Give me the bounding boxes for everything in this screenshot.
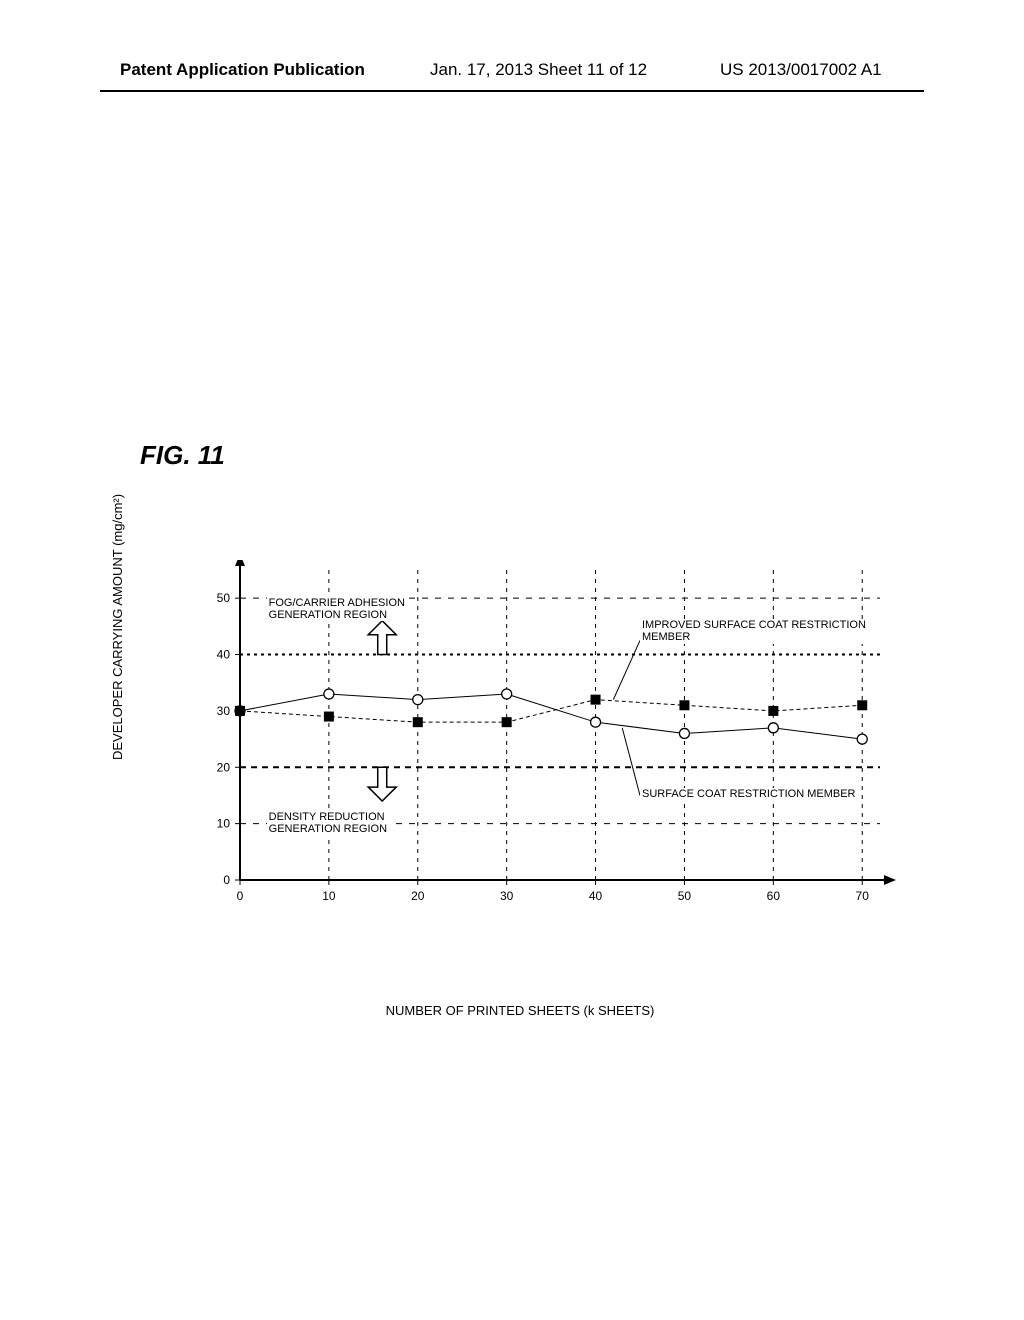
series-label-surface_coat: SURFACE COAT RESTRICTION MEMBER <box>640 788 858 800</box>
svg-text:40: 40 <box>589 889 603 903</box>
annotation-fog_region: FOG/CARRIER ADHESIONGENERATION REGION <box>267 597 407 621</box>
svg-text:10: 10 <box>217 817 231 831</box>
chart: DEVELOPER CARRYING AMOUNT (mg/cm²) 01020… <box>140 560 900 960</box>
y-axis-label: DEVELOPER CARRYING AMOUNT (mg/cm²) <box>110 494 125 760</box>
header-middle: Jan. 17, 2013 Sheet 11 of 12 <box>430 60 647 80</box>
svg-text:50: 50 <box>217 591 231 605</box>
svg-text:0: 0 <box>237 889 244 903</box>
svg-text:10: 10 <box>322 889 336 903</box>
svg-text:20: 20 <box>411 889 425 903</box>
svg-text:70: 70 <box>856 889 870 903</box>
svg-text:30: 30 <box>217 704 231 718</box>
chart-svg: 0 10 20 30 40 50 60 70 0 10 20 30 40 50 <box>140 560 900 920</box>
header-right: US 2013/0017002 A1 <box>720 60 882 80</box>
svg-text:50: 50 <box>678 889 692 903</box>
svg-text:30: 30 <box>500 889 514 903</box>
svg-text:0: 0 <box>223 873 230 887</box>
figure-label: FIG. 11 <box>140 440 225 471</box>
x-axis-label: NUMBER OF PRINTED SHEETS (k SHEETS) <box>140 1003 900 1018</box>
svg-text:20: 20 <box>217 760 231 774</box>
header-rule <box>100 90 924 92</box>
svg-text:40: 40 <box>217 648 231 662</box>
header-left: Patent Application Publication <box>120 60 365 80</box>
series-label-improved_surface_coat: IMPROVED SURFACE COAT RESTRICTION MEMBER <box>640 619 874 643</box>
svg-text:60: 60 <box>767 889 781 903</box>
annotation-density_region: DENSITY REDUCTIONGENERATION REGION <box>267 811 389 835</box>
